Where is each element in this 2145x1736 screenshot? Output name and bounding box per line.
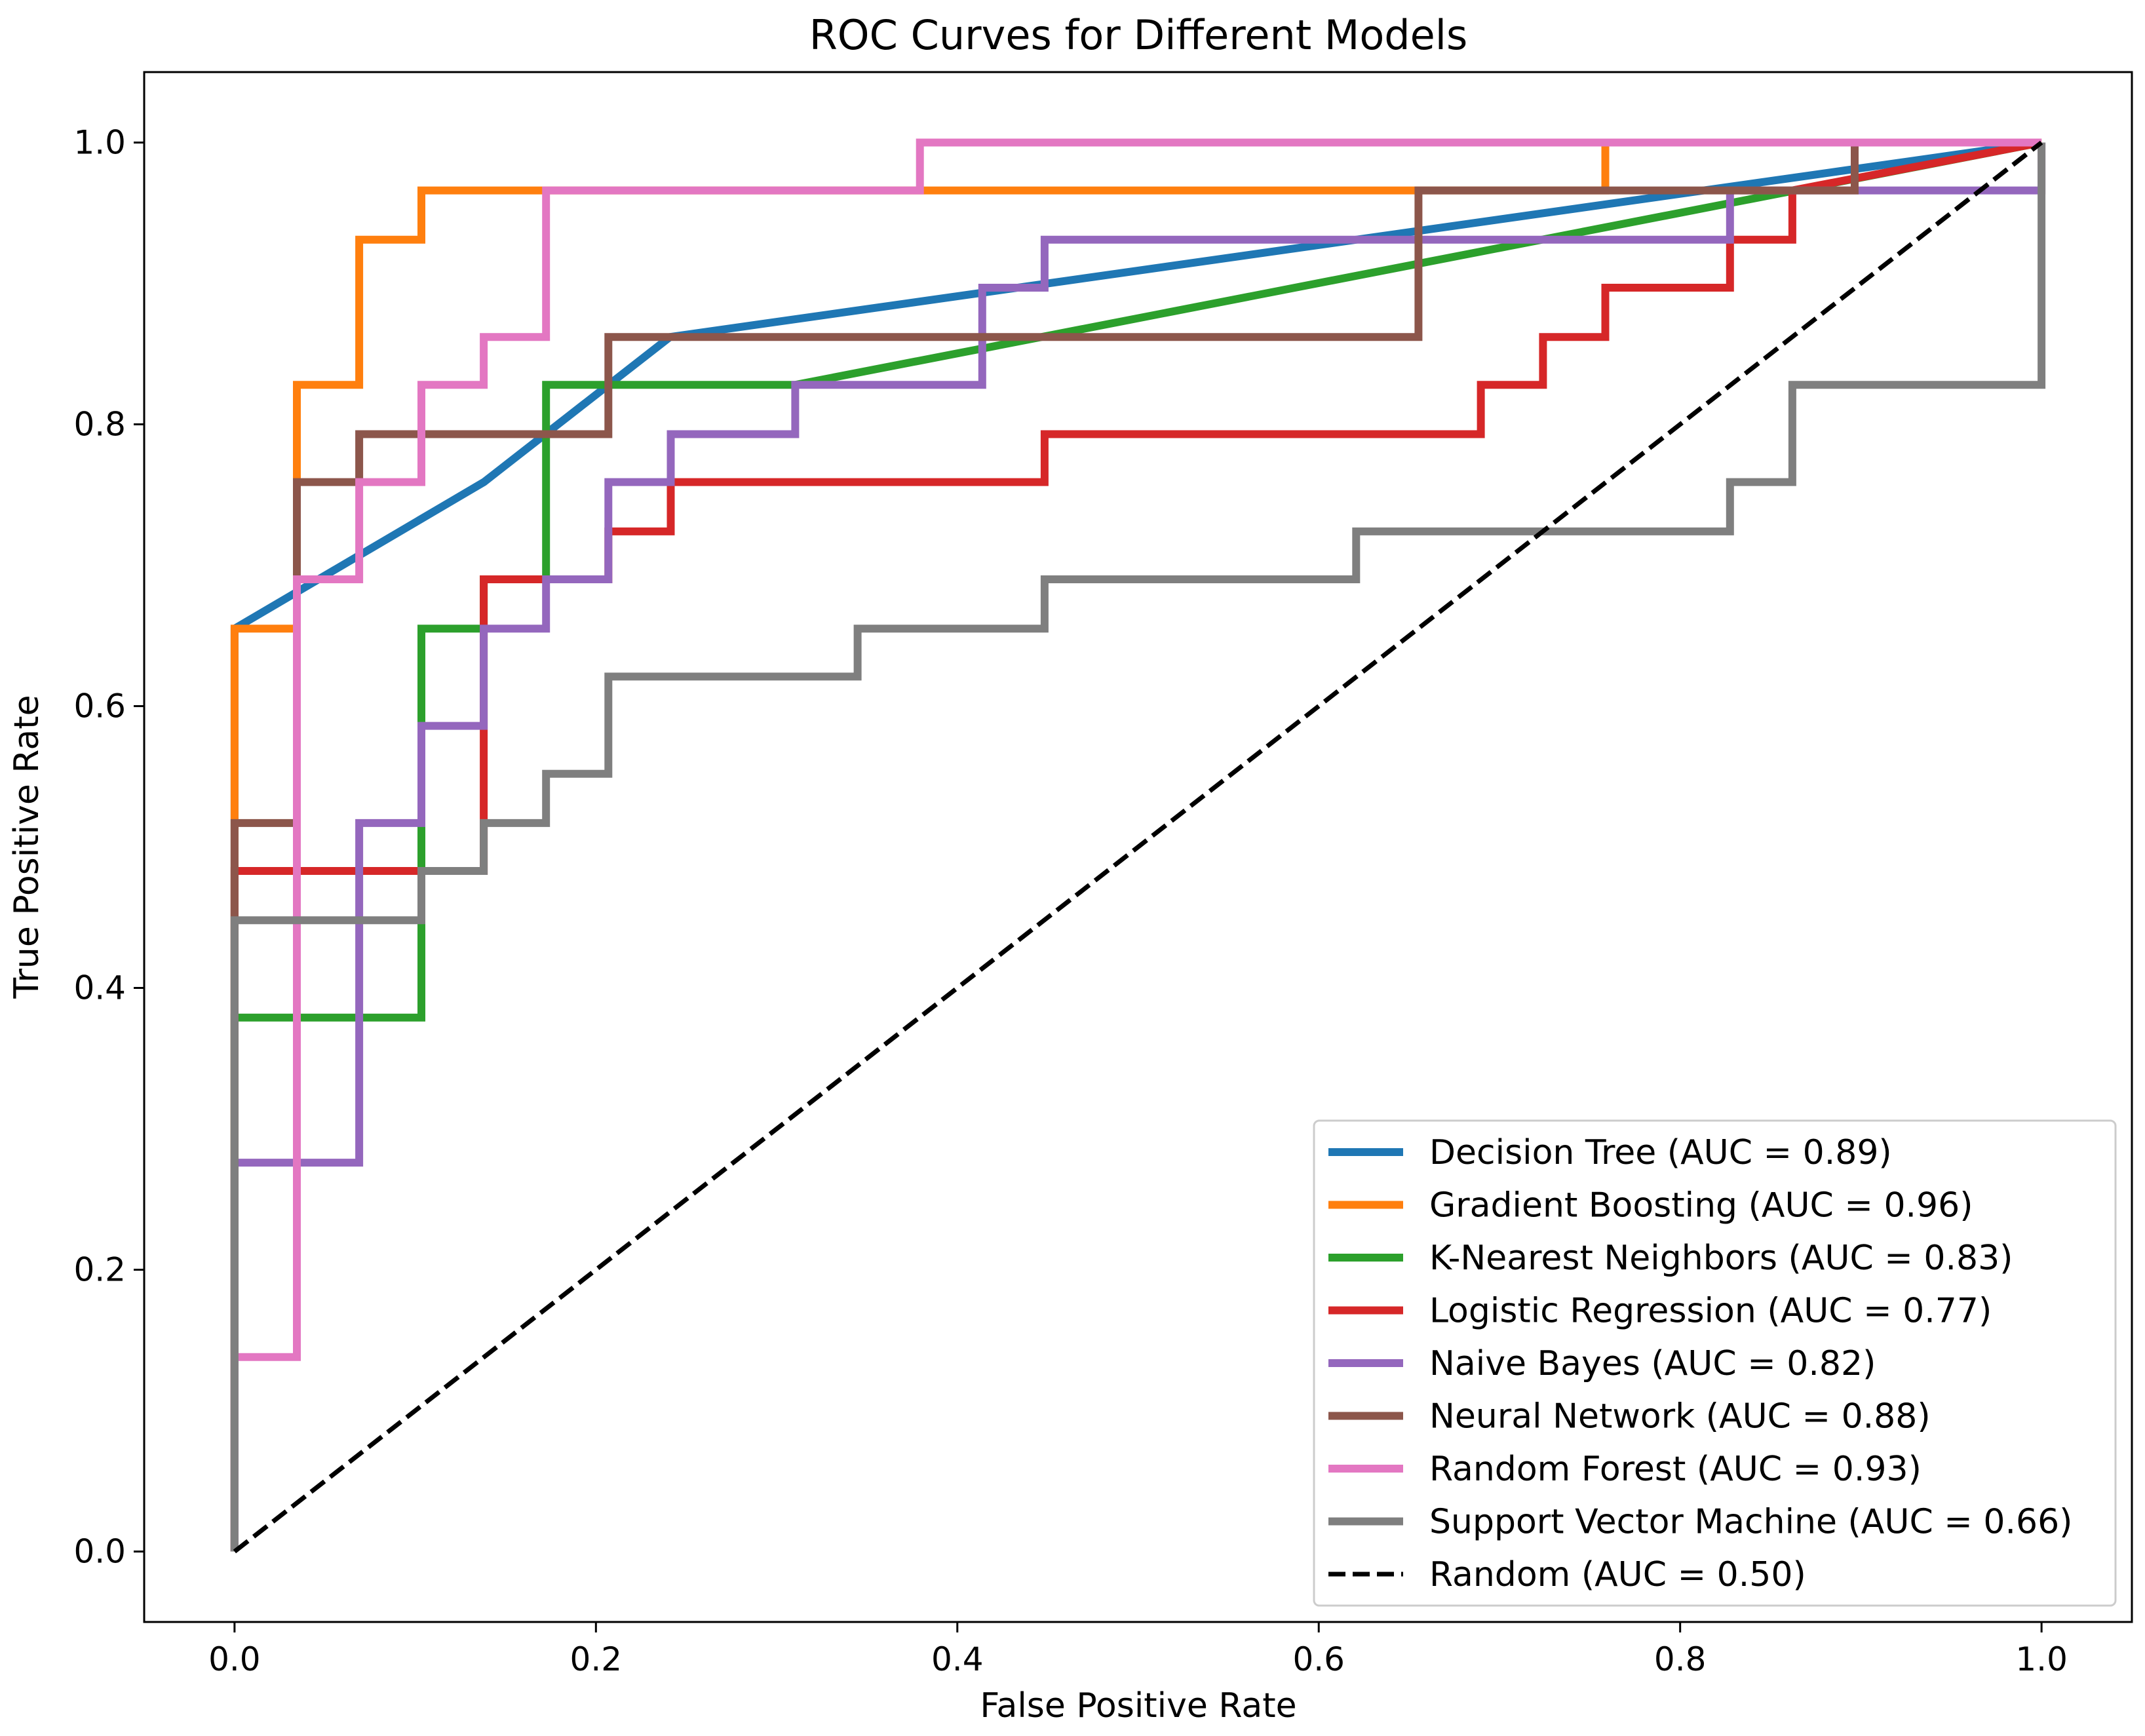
x-tick-label: 0.4 bbox=[931, 1640, 984, 1678]
series-line-gradient-boosting bbox=[230, 138, 2042, 1552]
y-tick-label: 0.8 bbox=[73, 406, 126, 444]
y-tick-label: 0.0 bbox=[73, 1533, 126, 1571]
plot-lines bbox=[230, 138, 2046, 1554]
x-axis-ticks: 0.0 0.2 0.4 0.6 0.8 1.0 bbox=[208, 1622, 2068, 1678]
legend-label-gradient-boosting: Gradient Boosting (AUC = 0.96) bbox=[1429, 1186, 1973, 1225]
series-line-logistic-regression bbox=[230, 138, 2043, 1552]
legend-label-logistic-regression: Logistic Regression (AUC = 0.77) bbox=[1429, 1292, 1992, 1331]
legend-label-naive-bayes: Naive Bayes (AUC = 0.82) bbox=[1429, 1344, 1876, 1383]
legend-box bbox=[1313, 1119, 2117, 1607]
legend-label-k-nearest-neighbors: K-Nearest Neighbors (AUC = 0.83) bbox=[1429, 1239, 2013, 1278]
y-axis-ticks: 0.0 0.2 0.4 0.6 0.8 1.0 bbox=[73, 124, 144, 1571]
y-tick-label: 0.6 bbox=[73, 687, 126, 725]
series-line-naive-bayes bbox=[230, 142, 2046, 1552]
x-tick-label: 1.0 bbox=[2015, 1640, 2068, 1678]
legend-label-support-vector-machine: Support Vector Machine (AUC = 0.66) bbox=[1429, 1503, 2072, 1542]
series-line-random-forest bbox=[230, 138, 2042, 1552]
series-line-random bbox=[233, 140, 2043, 1554]
y-tick-label: 1.0 bbox=[73, 124, 126, 162]
y-axis-label: True Positive Rate bbox=[7, 695, 47, 999]
y-tick-label: 0.4 bbox=[73, 969, 126, 1007]
chart-title: ROC Curves for Different Models bbox=[809, 11, 1468, 59]
plot-frame bbox=[143, 71, 2133, 1623]
x-axis-label: False Positive Rate bbox=[980, 1686, 1296, 1726]
legend-label-random-forest: Random Forest (AUC = 0.93) bbox=[1429, 1450, 1922, 1489]
y-tick-label: 0.2 bbox=[73, 1251, 126, 1289]
legend: Decision Tree (AUC = 0.89) Gradient Boost… bbox=[1313, 1119, 2117, 1607]
x-tick-label: 0.6 bbox=[1292, 1640, 1345, 1678]
legend-label-neural-network: Neural Network (AUC = 0.88) bbox=[1429, 1397, 1931, 1437]
x-tick-label: 0.8 bbox=[1654, 1640, 1707, 1678]
x-tick-label: 0.0 bbox=[208, 1640, 261, 1678]
x-tick-label: 0.2 bbox=[570, 1640, 623, 1678]
legend-label-random: Random (AUC = 0.50) bbox=[1429, 1555, 1806, 1594]
legend-label-decision-tree: Decision Tree (AUC = 0.89) bbox=[1429, 1133, 1892, 1172]
series-line-support-vector-machine bbox=[230, 142, 2046, 1552]
